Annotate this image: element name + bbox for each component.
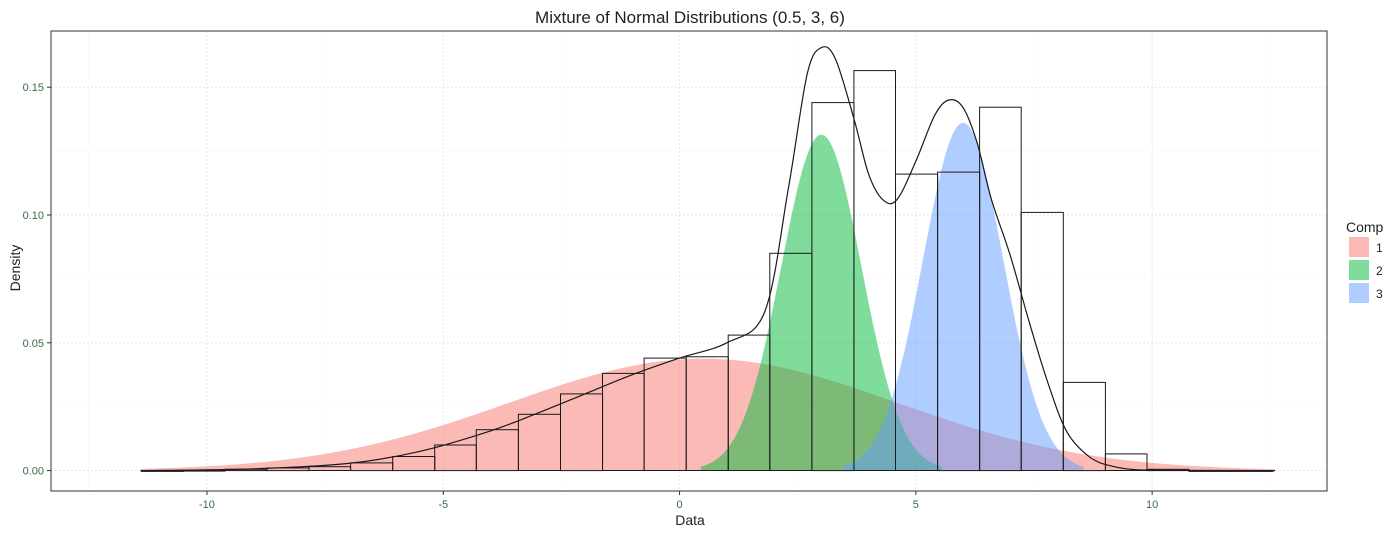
component-area-2 — [700, 134, 942, 471]
legend-items: 1 2 3 — [1349, 237, 1383, 303]
y-tick-label: 0.10 — [23, 210, 44, 222]
legend-key-2 — [1349, 260, 1369, 280]
legend-label-2: 2 — [1376, 264, 1383, 278]
y-tick-label: 0.05 — [23, 338, 44, 350]
gridlines — [51, 31, 1327, 491]
legend-title: Comp — [1346, 219, 1384, 235]
overall-density-curve — [140, 46, 1276, 472]
y-tick-label: 0.15 — [23, 82, 44, 94]
x-axis-ticks: -10 -5 0 5 10 — [199, 491, 1158, 511]
component-density-areas — [140, 122, 1275, 471]
x-tick-label: 5 — [913, 499, 919, 511]
histogram-bar — [1062, 381, 1106, 472]
histogram-bar — [1104, 453, 1148, 471]
legend-label-3: 3 — [1376, 287, 1383, 301]
plot-panel-border — [50, 30, 1328, 492]
histogram-bar — [1020, 211, 1064, 471]
x-tick-label: -5 — [438, 499, 448, 511]
chart-title: Mixture of Normal Distributions (0.5, 3,… — [535, 8, 845, 27]
y-axis-title: Density — [7, 245, 23, 292]
x-tick-label: 0 — [676, 499, 682, 511]
component-area-3 — [842, 122, 1084, 471]
legend-label-1: 1 — [1376, 241, 1383, 255]
x-tick-label: 10 — [1146, 499, 1158, 511]
y-tick-label: 0.00 — [23, 466, 44, 478]
x-tick-label: -10 — [199, 499, 215, 511]
y-axis-ticks: 0.00 0.05 0.10 0.15 — [23, 82, 51, 478]
legend: Comp 1 2 3 — [1346, 219, 1384, 303]
legend-key-1 — [1349, 237, 1369, 257]
legend-key-3 — [1349, 283, 1369, 303]
density-curve — [140, 46, 1276, 472]
x-axis-title: Data — [675, 512, 705, 528]
